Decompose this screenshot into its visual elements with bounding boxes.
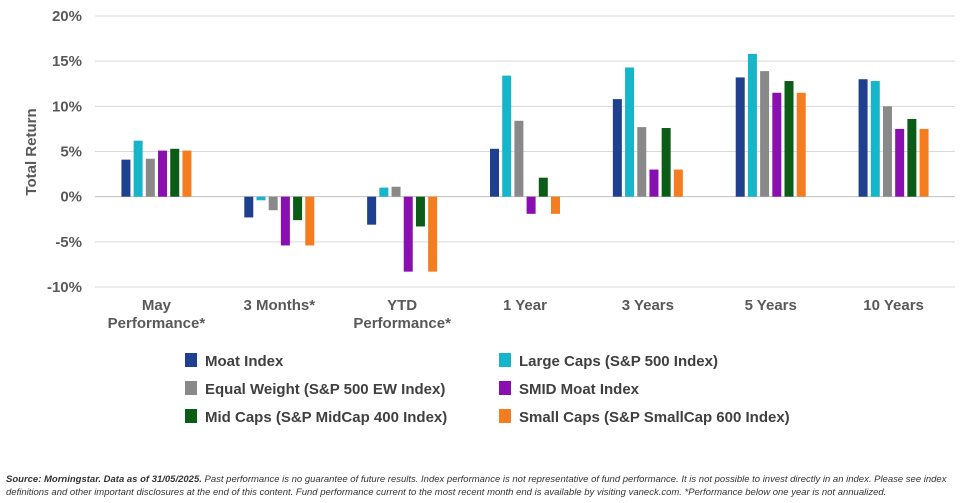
bar — [772, 92, 782, 197]
x-tick-label: YTD Performance* — [353, 297, 451, 332]
bar — [907, 118, 917, 197]
legend-label: Large Caps (S&P 500 Index) — [519, 353, 718, 370]
bar — [637, 127, 647, 197]
y-tick-label: -5% — [55, 234, 82, 251]
legend-label: Moat Index — [205, 353, 284, 370]
legend-swatch — [499, 409, 511, 423]
x-axis-labels: May Performance* 3 Months* YTD Performance* 1… — [108, 297, 924, 332]
bar — [268, 196, 278, 211]
bar — [796, 92, 806, 197]
y-axis-ticks: 20% 15% 10% 5% 0% -5% -10% — [47, 8, 82, 296]
bar — [526, 196, 536, 214]
legend-swatch — [185, 409, 197, 423]
legend-label: Equal Weight (S&P 500 EW Index) — [205, 381, 445, 398]
bar — [784, 81, 794, 197]
bar — [121, 159, 131, 197]
bar — [673, 169, 683, 197]
x-tick-label: 3 Years — [622, 297, 674, 314]
x-tick-label: 3 Months* — [243, 297, 315, 314]
bar — [293, 196, 303, 221]
bar — [428, 196, 438, 272]
legend-label: Small Caps (S&P SmallCap 600 Index) — [519, 409, 790, 426]
bar — [182, 150, 192, 197]
legend-swatch — [499, 381, 511, 395]
bar — [133, 140, 143, 197]
bar — [170, 148, 180, 197]
y-tick-label: 10% — [52, 98, 82, 115]
bar — [882, 106, 892, 197]
bar — [538, 177, 548, 197]
bar — [158, 150, 168, 197]
bar — [551, 196, 560, 214]
y-tick-label: -10% — [47, 279, 82, 296]
bar-chart: 20% 15% 10% 5% 0% -5% -10% Total Return May Per… — [23, 8, 955, 426]
bar — [367, 196, 377, 225]
bar — [514, 120, 524, 197]
bar — [919, 128, 929, 197]
bar — [661, 128, 671, 197]
bar — [858, 79, 868, 197]
footnote: Source: Morningstar. Data as of 31/05/20… — [6, 473, 971, 499]
bar — [490, 148, 499, 197]
x-tick-label: 5 Years — [745, 297, 797, 314]
legend-label: Mid Caps (S&P MidCap 400 Index) — [205, 409, 447, 426]
bar — [895, 128, 905, 197]
x-tick-label: 10 Years — [863, 297, 924, 314]
bar — [649, 169, 659, 197]
bars — [121, 53, 929, 272]
bar — [612, 99, 622, 197]
gridlines — [95, 15, 955, 288]
bar — [305, 196, 315, 246]
bar — [415, 196, 425, 227]
bar — [391, 186, 401, 197]
bar — [870, 81, 880, 197]
bar — [379, 187, 389, 197]
bar — [625, 67, 635, 197]
legend: Moat Index Large Caps (S&P 500 Index) Equa… — [185, 353, 790, 426]
bar — [256, 196, 266, 201]
y-axis-label: Total Return — [23, 108, 40, 195]
bar — [145, 158, 155, 197]
legend-swatch — [185, 353, 197, 367]
bar — [403, 196, 413, 272]
bar — [502, 75, 512, 197]
bar — [244, 196, 254, 218]
bar — [747, 53, 757, 197]
y-tick-label: 5% — [60, 144, 82, 161]
bar — [760, 71, 770, 197]
footnote-disclaimer: Past performance is no guarantee of futu… — [6, 474, 947, 498]
legend-label: SMID Moat Index — [519, 381, 640, 398]
x-tick-label: May Performance* — [108, 297, 206, 332]
legend-swatch — [499, 353, 511, 367]
bar — [735, 77, 745, 197]
y-tick-label: 0% — [60, 189, 82, 206]
y-tick-label: 20% — [52, 8, 82, 25]
bar — [280, 196, 290, 246]
x-tick-label: 1 Year — [503, 297, 547, 314]
footnote-source: Source: Morningstar. Data as of 31/05/20… — [6, 474, 202, 485]
legend-swatch — [185, 381, 197, 395]
y-tick-label: 15% — [52, 53, 82, 70]
